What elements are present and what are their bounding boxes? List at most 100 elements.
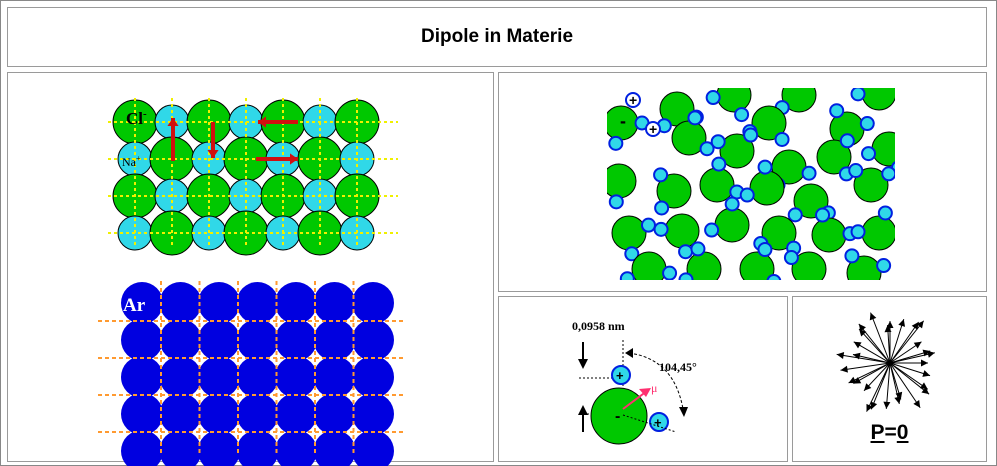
hydrogen-atom [608, 194, 624, 210]
mu-arrowhead [639, 388, 651, 397]
hydrogen-atom [662, 265, 678, 280]
bond-arrowhead-bottom [578, 405, 588, 415]
dipole-arrowhead [866, 403, 873, 412]
axis-line-2 [622, 414, 677, 433]
dipole-arrowhead [916, 320, 924, 329]
dipole-vector [889, 362, 900, 405]
hydrogen-atom [774, 131, 790, 147]
dipole-vector [870, 312, 891, 364]
dipole-arrowhead [864, 383, 872, 391]
argon-atom [198, 393, 240, 435]
plus-sign: + [629, 92, 637, 108]
dipole-vector [840, 362, 891, 371]
hydrogen-atom [801, 165, 817, 181]
argon-atom [352, 319, 394, 361]
hydrogen-atom [881, 166, 895, 182]
hydrogen-atom [829, 103, 845, 119]
angle-arrowhead-bottom [679, 407, 688, 417]
hydrogen-atom [608, 135, 624, 151]
dipole-vector [889, 362, 921, 409]
hydrogen-atom [678, 272, 694, 280]
dipole-vector [848, 362, 891, 384]
argon-atom [236, 393, 279, 435]
hydrogen-atom [739, 187, 755, 203]
argon-atom [313, 430, 356, 466]
oxygen-atom [816, 139, 852, 175]
hydrogen-atom-right [649, 412, 669, 432]
nacl-lattice [112, 99, 380, 256]
dipole-vector [889, 352, 935, 364]
oxygen-minus: - [615, 408, 620, 425]
oxygen-atom [611, 215, 647, 251]
dipole-vector [858, 323, 891, 364]
equals-sign: = [884, 421, 897, 444]
mu-arrow [622, 390, 648, 410]
hydrogen-atom [783, 250, 799, 266]
oxygen-atom [686, 251, 722, 280]
dipole-arrowhead [913, 341, 922, 349]
dipole-vector [836, 353, 891, 364]
argon-atom [352, 430, 394, 466]
water-molecule-drawing: 0,0958 nm - + + μ 104,45° [572, 319, 697, 445]
hydrogen-plus-right: + [654, 415, 662, 430]
argon-atom [121, 356, 163, 398]
dipole-arrowhead [898, 319, 906, 327]
oxygen-atom [631, 251, 667, 280]
ar-label: Ar [123, 295, 146, 316]
dipole-arrowhead [921, 387, 930, 395]
hydrogen-atom [850, 224, 866, 240]
argon-atom [352, 282, 394, 324]
dipole-arrowhead [836, 352, 845, 359]
hydrogen-atom [734, 107, 750, 123]
na-label: Na+ [122, 154, 141, 169]
oxygen-atom [714, 207, 750, 243]
argon-atom [313, 282, 356, 324]
hydrogen-atom [633, 281, 646, 294]
oxygen-atom [751, 105, 787, 141]
oxygen-atom [781, 88, 817, 113]
hydrogen-atom [787, 207, 803, 223]
hydrogen-atom [593, 167, 606, 180]
argon-atom [275, 356, 317, 398]
dipole-arrowhead [911, 321, 919, 330]
hydrogen-plus-top: + [616, 368, 624, 383]
oxygen-atom [811, 217, 847, 253]
dipole-vector [889, 320, 925, 364]
argon-atom [352, 393, 394, 435]
dipole-arrowhead [258, 116, 266, 128]
oxygen-atom [853, 167, 889, 203]
hydrogen-atom [815, 207, 831, 223]
dipole-arrowhead [870, 401, 878, 410]
angle-arc [628, 352, 684, 410]
argon-atom [275, 430, 317, 466]
hydrogen-atom [619, 271, 635, 280]
hydrogen-atom [850, 88, 866, 102]
dipole-arrowhead [290, 153, 298, 165]
hydrogen-atom [876, 258, 892, 274]
argon-atom [236, 319, 279, 361]
oxygen-atom [861, 88, 895, 111]
p-symbol: P [870, 421, 885, 444]
dipole-arrowhead [921, 359, 928, 367]
oxygen-atom [761, 215, 797, 251]
oxygen-atom [739, 251, 775, 280]
hydrogen-atom [704, 222, 720, 238]
argon-grid [98, 281, 403, 453]
hydrogen-atom [724, 196, 740, 212]
title-cell: Dipole in Materie [7, 7, 987, 67]
dipole-arrowhead [840, 365, 848, 373]
oxygen-atom [607, 163, 637, 199]
oxygen-atom [749, 170, 785, 206]
minus-sign: - [620, 111, 626, 131]
hydrogen-atom [653, 167, 669, 183]
hydrogen-atom [743, 127, 759, 143]
dipole-arrowhead [858, 323, 866, 332]
cl-label: Cl- [126, 108, 147, 128]
hydrogen-atom [757, 242, 773, 258]
plus-hydrogen [645, 121, 661, 137]
hydrogen-atom [640, 217, 656, 233]
argon-lattice [121, 282, 394, 466]
bond-length-label: 0,0958 nm [572, 319, 625, 333]
hydrogen-atom [757, 159, 773, 175]
hydrogen-atom [711, 156, 727, 172]
